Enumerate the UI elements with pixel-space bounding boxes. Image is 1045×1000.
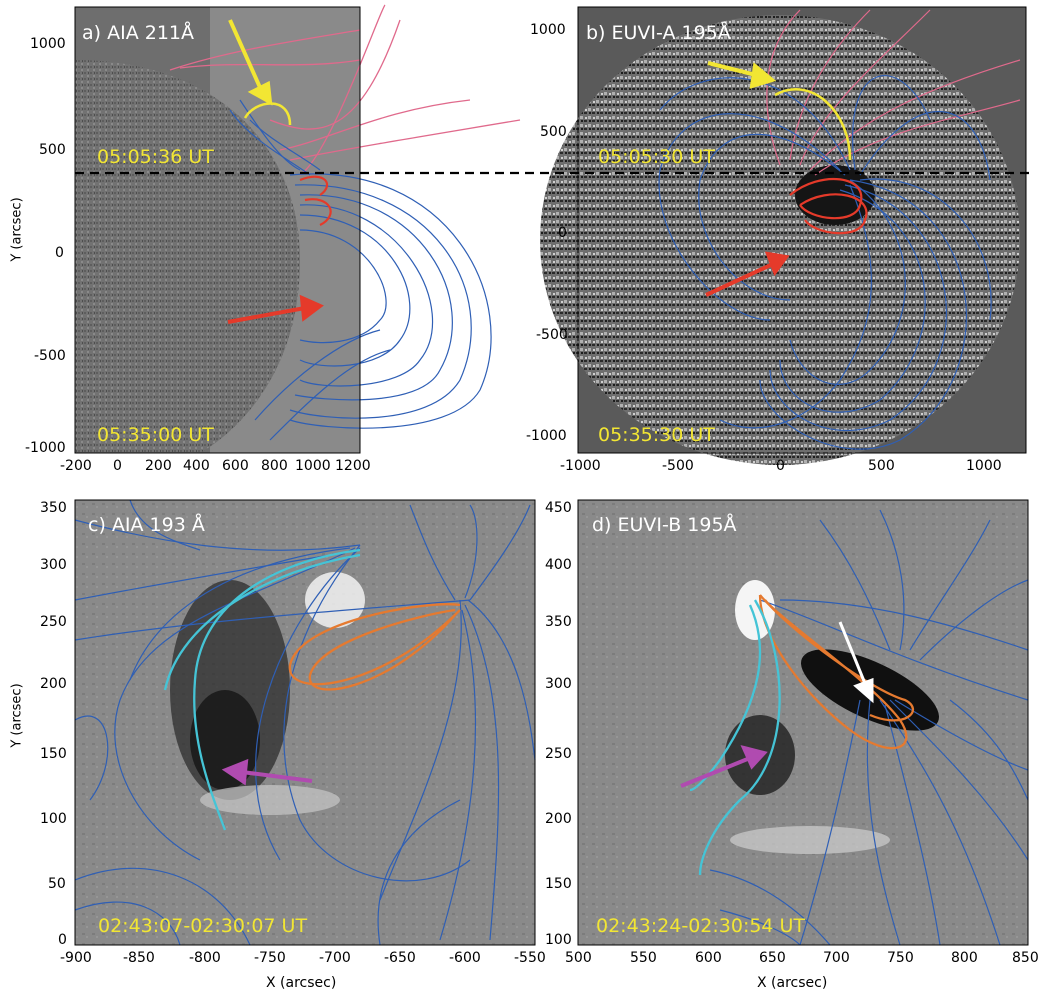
panel-d-xtick: 650 [759,950,786,966]
panel-c-ytick: 200 [40,676,67,692]
panel-c-ytick: 250 [40,614,67,630]
panel-c-dark-core [190,690,260,790]
panel-a-time-top: 05:05:36 UT [97,146,214,168]
panel-a-xtick: 200 [145,458,172,474]
panel-c-ytick: 300 [40,557,67,573]
panel-a-xtick: 0 [113,458,122,474]
panel-a-label: a) AIA 211Å [82,22,194,44]
panel-d-time-bottom: 02:43:24-02:30:54 UT [596,915,806,937]
panel-d-ytick: 300 [545,676,572,692]
panel-d-cyan-lines [689,599,781,876]
panel-b-ytick: 1000 [530,22,566,38]
panel-b-time-top: 05:05:30 UT [598,146,715,168]
panel-d-xtick: 750 [887,950,914,966]
panel-b-label: b) EUVI-A 195Å [586,22,731,44]
panel-a-ytick: 500 [39,142,66,158]
panel-d-bright-ribbon [730,826,890,854]
panel-c-cyan-lines [163,548,361,831]
panel-c-x-axis-label: X (arcsec) [266,975,337,991]
panel-d-ytick: 450 [545,500,572,516]
panel-c [74,499,536,946]
panel-c-bright-region [305,572,365,628]
panel-a-xtick: 1200 [335,458,371,474]
panel-d-xtick: 600 [695,950,722,966]
panel-c-xtick: -750 [254,950,286,966]
panel-c-xtick: -650 [384,950,416,966]
panel-b-ytick: -500 [536,327,568,343]
panel-a-xtick: -200 [60,458,92,474]
panel-d-ytick: 150 [545,876,572,892]
panel-a-time-bottom: 05:35:00 UT [97,424,214,446]
panel-a-ytick: -1000 [25,440,66,456]
panel-a-ytick: 0 [55,245,64,261]
panel-b-yellow-loop [774,88,852,161]
panel-d-ytick: 400 [545,557,572,573]
panel-a-ytick: 1000 [30,36,66,52]
panel-c-ytick: 150 [40,746,67,762]
panel-c-xtick: -800 [189,950,221,966]
panel-c-ytick: 100 [40,811,67,827]
panel-c-purple-arrow [221,758,313,786]
panel-c-label: c) AIA 193 Å [88,514,205,536]
panel-a-xtick: 1000 [295,458,331,474]
panel-b-red-arrow [705,251,790,297]
panel-d-xtick: 800 [951,950,978,966]
panel-c-xtick: -850 [123,950,155,966]
panel-c-xtick: -700 [319,950,351,966]
panel-c-bright-ribbon [200,785,340,815]
panel-b-xtick: -500 [662,458,694,474]
panel-b-time-bottom: 05:35:30 UT [598,424,715,446]
panel-a-red-arrow [227,294,324,324]
panel-c-y-axis-label: Y (arcsec) [9,683,25,748]
panel-b [540,6,1027,465]
panel-d-ytick: 350 [545,614,572,630]
panel-a-xtick: 600 [222,458,249,474]
panel-b-xtick: 500 [868,458,895,474]
panel-b-yellow-arrow [707,61,777,89]
panel-d-field-lines [709,509,1029,946]
panel-d-xtick: 700 [823,950,850,966]
panel-c-orange-loops [288,603,461,691]
panel-c-ytick: 50 [48,876,66,892]
panel-d-orange-loops [758,594,915,750]
panel-a-xtick: 400 [183,458,210,474]
panel-d-label: d) EUVI-B 195Å [592,514,737,536]
panel-c-ytick: 350 [40,500,67,516]
panel-a [74,4,521,454]
panel-c-field-lines [74,499,536,946]
panel-b-xtick: 0 [776,458,785,474]
panel-d-white-arrow [838,621,874,704]
panel-c-xtick: -600 [449,950,481,966]
panel-a-closed-field-lines [229,99,492,441]
panel-b-closed-field-lines [658,75,992,450]
panel-b-ytick: 500 [540,124,567,140]
panel-a-yellow-arrow [228,19,273,106]
panel-c-background [75,500,535,945]
panel-d-background [578,500,1028,945]
panel-d-ytick: 250 [545,746,572,762]
panel-d-xtick: 550 [630,950,657,966]
panel-a-ytick: -500 [34,348,66,364]
panel-d-x-axis-label: X (arcsec) [757,975,828,991]
panel-b-ytick: -1000 [526,428,567,444]
panel-b-red-loops [789,177,868,235]
panel-c-xtick: -900 [60,950,92,966]
panel-d-xtick: 850 [1012,950,1039,966]
panel-b-xtick: -1000 [560,458,601,474]
panel-d-ytick: 200 [545,811,572,827]
panel-d-purple-arrow [680,745,768,788]
panel-a-solar-disk [75,60,300,453]
panel-d-ytick: 100 [545,932,572,948]
panel-c-ytick: 0 [58,932,67,948]
panel-d-xtick: 500 [565,950,592,966]
panel-d [577,499,1029,946]
panel-c-time-bottom: 02:43:07-02:30:07 UT [98,915,308,937]
panel-a-y-axis-label: Y (arcsec) [9,197,25,262]
panel-b-ytick: 0 [558,225,567,241]
panel-b-xtick: 1000 [966,458,1002,474]
panel-a-xtick: 800 [261,458,288,474]
panel-a-red-loops [299,175,332,226]
panel-c-xtick: -550 [514,950,546,966]
